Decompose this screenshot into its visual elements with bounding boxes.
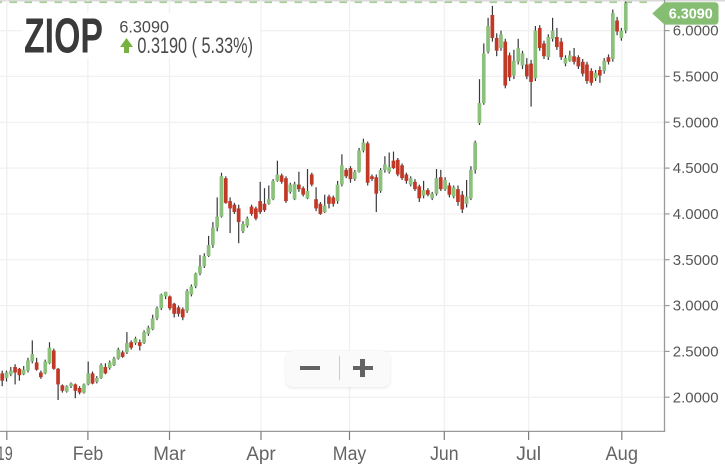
svg-text:6.3090: 6.3090 — [669, 6, 713, 23]
svg-text:Jul: Jul — [516, 444, 541, 465]
svg-text:3.0000: 3.0000 — [673, 298, 719, 315]
svg-text:Apr: Apr — [246, 444, 276, 465]
svg-text:2.0000: 2.0000 — [673, 389, 719, 406]
svg-text:5.0000: 5.0000 — [673, 114, 719, 131]
svg-text:19: 19 — [0, 444, 13, 465]
svg-text:4.0000: 4.0000 — [673, 206, 719, 223]
svg-text:3.5000: 3.5000 — [673, 252, 719, 269]
svg-text:Aug: Aug — [606, 444, 639, 465]
svg-text:Feb: Feb — [73, 444, 104, 465]
svg-text:4.5000: 4.5000 — [673, 160, 719, 177]
svg-text:5.5000: 5.5000 — [673, 69, 719, 86]
svg-text:May: May — [333, 444, 367, 465]
svg-text:6.3090: 6.3090 — [119, 18, 169, 36]
svg-text:Mar: Mar — [153, 444, 186, 465]
svg-text:0.3190 ( 5.33%): 0.3190 ( 5.33%) — [137, 33, 253, 58]
svg-text:Jun: Jun — [430, 444, 459, 465]
svg-text:2.5000: 2.5000 — [673, 344, 719, 361]
svg-text:6.0000: 6.0000 — [673, 23, 719, 40]
svg-text:ZIOP: ZIOP — [24, 9, 103, 64]
